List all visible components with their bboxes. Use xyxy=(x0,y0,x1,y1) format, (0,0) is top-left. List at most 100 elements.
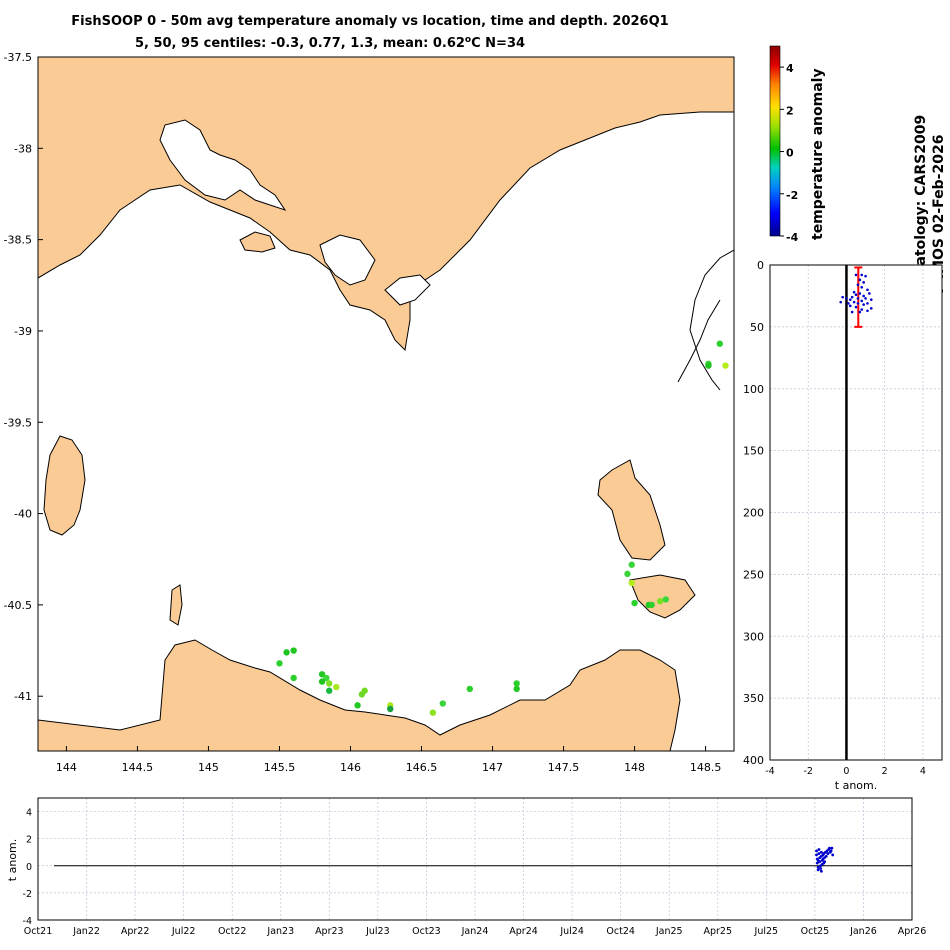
map-point xyxy=(662,596,670,603)
map-point xyxy=(290,674,297,682)
depth-x-ticks: -4 -2 0 2 4 xyxy=(765,766,926,777)
depth-x-tick-label: -4 xyxy=(765,766,774,777)
ts-point xyxy=(816,865,820,869)
depth-y-tick-label: 100 xyxy=(743,383,764,396)
king-island xyxy=(43,435,86,536)
ts-y-tick-label: 2 xyxy=(26,835,32,846)
ts-x-tick-label: Apr25 xyxy=(704,926,733,937)
depth-xlabel: t anom. xyxy=(835,779,877,792)
map-point xyxy=(628,579,635,587)
mainland-victoria xyxy=(38,57,734,352)
ts-point xyxy=(831,853,835,857)
map-point xyxy=(276,660,283,667)
colorbar-tick-label: -2 xyxy=(786,189,798,202)
ts-y-tick-label: 0 xyxy=(26,862,32,873)
depth-point xyxy=(845,297,848,300)
depth-point xyxy=(850,310,854,314)
subtitle-degree: o xyxy=(465,35,471,45)
map-point xyxy=(325,687,333,694)
hunter-island xyxy=(169,584,183,626)
cape-barren-island xyxy=(629,574,696,619)
ts-point xyxy=(824,854,828,858)
colorbar-ticks: -4 -2 0 2 4 xyxy=(780,62,799,244)
ts-x-tick-label: Jan26 xyxy=(849,926,877,937)
depth-y-tick-label: 50 xyxy=(750,321,764,334)
depth-point xyxy=(869,307,873,310)
ts-ylabel: t anom. xyxy=(6,839,19,881)
depth-point xyxy=(858,292,862,295)
ts-marks xyxy=(54,846,912,873)
ts-point xyxy=(815,861,819,865)
depth-point xyxy=(850,295,854,299)
map-y-tick-label: -37.5 xyxy=(4,51,32,64)
climatology-note: climatology: CARS2009 xyxy=(913,115,929,298)
depth-point xyxy=(856,302,860,305)
depth-y-tick-label: 200 xyxy=(743,507,764,520)
ts-x-tick-label: Oct22 xyxy=(218,926,247,937)
ts-x-tick-label: Oct21 xyxy=(24,926,53,937)
subtitle-prefix: 5, 50, 95 centiles: -0.3, 0.77, 1.3, mea… xyxy=(135,36,465,51)
ts-point xyxy=(828,846,831,850)
depth-point xyxy=(860,273,864,277)
map-x-tick-label: 146 xyxy=(340,761,361,774)
depth-y-tick-label: 300 xyxy=(743,630,764,643)
map-point xyxy=(656,598,664,605)
ts-y-tick-label: -2 xyxy=(23,889,32,900)
phillip-island xyxy=(239,231,276,253)
map-y-ticks: -37.5 -38 -38.5 -39 -39.5 -40 -40.5 -41 xyxy=(4,51,43,703)
subtitle-suffix: C N=34 xyxy=(471,36,525,51)
credit-note: © IMOS 02-Feb-2026 xyxy=(931,135,947,298)
tasmania-north xyxy=(38,639,681,751)
ts-x-tick-label: Jan25 xyxy=(655,926,683,937)
map-panel: 144 144.5 145 145.5 146 146.5 147 147.5 148 148.5… xyxy=(4,51,735,774)
ts-x-tick-label: Jul22 xyxy=(171,926,196,937)
ts-x-tick-label: Jan22 xyxy=(72,926,100,937)
depth-y-tick-label: 0 xyxy=(757,259,764,272)
depth-point xyxy=(862,281,865,284)
map-point xyxy=(387,705,394,713)
colorbar-tick-label: 2 xyxy=(786,104,794,117)
ts-y-ticks: -4 -2 0 2 4 xyxy=(23,808,32,927)
map-x-tick-label: 144 xyxy=(56,761,77,774)
depth-profile-panel: -4 -2 0 2 4 0 50 100 150 200 250 300 350 400 t anom. xyxy=(743,259,943,792)
map-point xyxy=(624,570,631,578)
depth-point xyxy=(854,293,858,297)
ts-x-tick-label: Oct24 xyxy=(606,926,635,937)
map-point xyxy=(290,647,297,654)
map-x-tick-label: 146.5 xyxy=(406,761,438,774)
flinders-island xyxy=(597,459,666,561)
colorbar-tick-label: 0 xyxy=(786,147,794,160)
map-y-tick-label: -39.5 xyxy=(4,416,32,429)
ts-point xyxy=(817,852,821,855)
depth-x-tick-label: -2 xyxy=(803,766,812,777)
ts-point xyxy=(816,868,820,872)
depth-point xyxy=(841,295,844,299)
ts-point xyxy=(829,849,833,853)
depth-point xyxy=(848,304,852,308)
ts-point xyxy=(830,846,834,850)
depth-point xyxy=(858,310,862,314)
western-port xyxy=(319,234,376,286)
map-point xyxy=(439,700,447,707)
colorbar-gradient xyxy=(769,45,781,237)
map-y-tick-label: -41 xyxy=(14,690,32,703)
ts-x-tick-label: Apr23 xyxy=(315,926,344,937)
land-layer xyxy=(38,57,734,751)
ts-x-tick-label: Jan24 xyxy=(461,926,489,937)
east-coast xyxy=(689,249,734,391)
map-point xyxy=(354,702,361,709)
depth-point xyxy=(854,273,858,277)
depth-x-tick-label: 2 xyxy=(882,766,888,777)
depth-point xyxy=(858,278,862,282)
depth-point xyxy=(852,290,856,294)
map-point xyxy=(628,561,635,568)
map-point xyxy=(358,691,366,698)
map-x-tick-label: 148 xyxy=(624,761,645,774)
ts-x-tick-label: Apr26 xyxy=(898,926,927,937)
corner-inlet xyxy=(384,274,431,306)
depth-point xyxy=(860,308,864,311)
ts-point xyxy=(816,858,820,862)
map-point xyxy=(325,680,333,687)
depth-x-tick-label: 0 xyxy=(843,766,849,777)
